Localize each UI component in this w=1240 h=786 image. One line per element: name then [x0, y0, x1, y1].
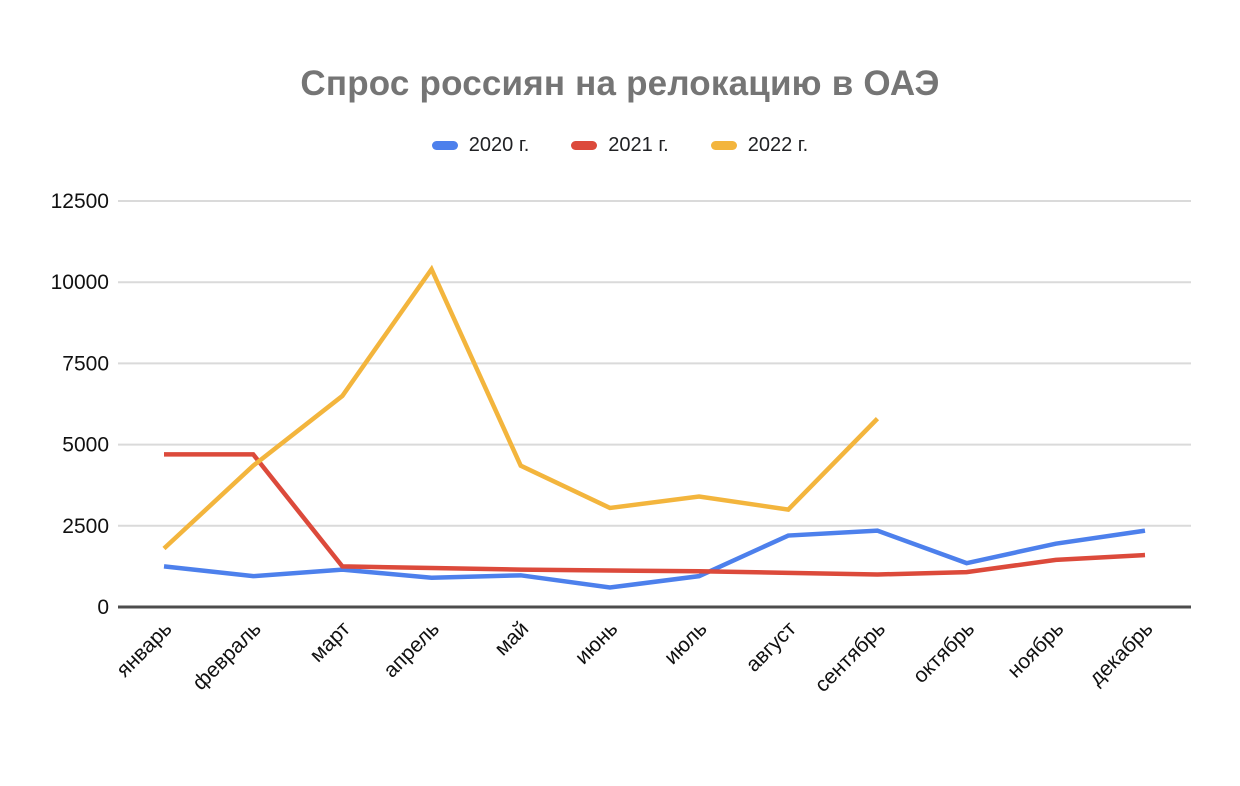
x-axis-tick-label: июнь	[571, 617, 623, 669]
legend-swatch-icon	[431, 141, 458, 150]
chart-title: Спрос россиян на релокацию в ОАЭ	[300, 64, 940, 103]
legend-item-2020: 2020 г.	[431, 134, 530, 157]
legend-item-2021: 2021 г.	[571, 134, 669, 157]
legend-item-2022: 2022 г.	[710, 134, 809, 157]
y-axis-tick-label: 12500	[51, 190, 109, 213]
legend-swatch-icon	[571, 141, 598, 150]
series-line-2021	[164, 452, 1146, 577]
chart-legend: 2020 г. 2021 г. 2022 г.	[0, 134, 1240, 157]
x-axis-tick-label: январь	[112, 617, 177, 682]
x-axis-tick-label: февраль	[188, 617, 266, 695]
series-line-2022	[162, 264, 880, 551]
y-axis-tick-label: 10000	[51, 271, 109, 294]
y-axis-tick-label: 0	[97, 596, 109, 619]
x-axis-tick-label: ноябрь	[1003, 617, 1068, 682]
y-axis-tick-label: 2500	[62, 515, 109, 538]
x-axis-tick-label: апрель	[379, 617, 444, 682]
y-axis-tick-label: 7500	[62, 352, 109, 375]
series-line-2020	[163, 528, 1146, 590]
x-axis-tick-label: август	[741, 617, 801, 677]
legend-swatch-icon	[710, 141, 737, 150]
x-axis-tick-label: март	[305, 617, 355, 667]
x-axis-tick-label: май	[490, 617, 533, 660]
x-axis-tick-label: октябрь	[909, 617, 980, 688]
x-axis-tick-label: декабрь	[1085, 617, 1158, 690]
x-axis-tick-label: июль	[660, 617, 712, 669]
legend-label: 2022 г.	[747, 134, 809, 156]
legend-label: 2021 г.	[608, 134, 669, 156]
x-axis-tick-label: сентябрь	[810, 617, 890, 697]
legend-label: 2020 г.	[468, 134, 530, 156]
y-axis-tick-label: 5000	[62, 434, 109, 457]
